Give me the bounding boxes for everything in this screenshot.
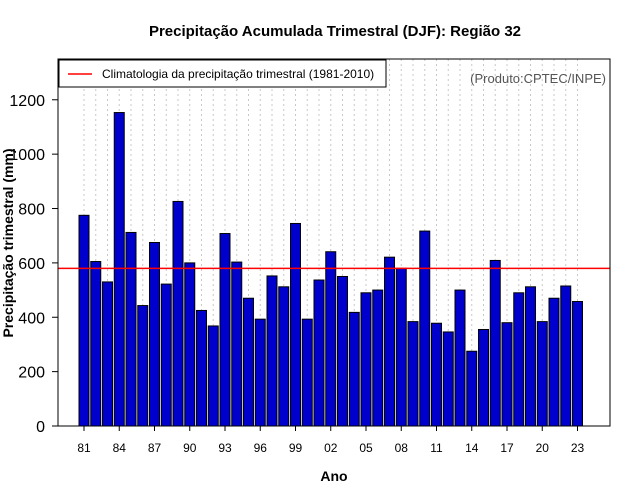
bar-2006	[372, 289, 384, 427]
bar-1984	[113, 112, 125, 427]
bar-2011	[431, 322, 442, 427]
x-axis: 81 84 87 90 93 96 99 02 05 08 11 14 17 20 23	[77, 426, 584, 455]
bar-2017	[501, 322, 513, 427]
bar-2016	[489, 259, 501, 427]
bar-2003	[337, 275, 348, 427]
bar-1993	[219, 233, 231, 427]
x-tick-label: 99	[289, 441, 303, 455]
y-tick-label: 800	[18, 202, 45, 219]
legend-box	[58, 59, 387, 88]
bar-1998	[278, 286, 290, 427]
y-axis: 0 200 400 600 800 1000 1200	[9, 93, 58, 436]
y-axis-title: Precipitação trimestral (mm)	[0, 148, 16, 337]
bar-1983	[102, 281, 113, 427]
bars	[78, 112, 583, 427]
y-tick-label: 200	[18, 365, 45, 382]
x-axis-title: Ano	[320, 468, 347, 484]
bar-1990	[184, 262, 196, 427]
bar-1985	[125, 231, 137, 427]
x-tick-label: 23	[571, 441, 585, 455]
bar-2013	[454, 289, 466, 427]
bar-2008	[395, 267, 407, 427]
x-tick-label: 14	[465, 441, 479, 455]
y-tick-label: 0	[36, 419, 45, 436]
bar-2014	[466, 350, 478, 427]
x-tick-label: 08	[395, 441, 409, 455]
x-tick-label: 11	[430, 441, 443, 455]
x-tick-label: 93	[218, 441, 232, 455]
bar-2005	[360, 292, 372, 427]
bar-2004	[348, 311, 360, 427]
x-tick-label: 90	[183, 441, 197, 455]
bar-2019	[525, 286, 536, 427]
bar-1991	[196, 309, 207, 427]
bar-2012	[442, 331, 454, 427]
bar-2010	[419, 230, 431, 427]
bar-1992	[207, 325, 219, 427]
bar-2022	[560, 285, 572, 427]
x-tick-label: 05	[359, 441, 373, 455]
x-tick-label: 81	[77, 441, 91, 455]
bar-2020	[536, 321, 548, 427]
y-tick-label: 400	[18, 310, 45, 327]
bar-1997	[266, 275, 278, 427]
bar-2009	[407, 321, 419, 427]
bar-2018	[513, 292, 525, 427]
bar-1996	[254, 318, 266, 427]
bar-2021	[548, 297, 560, 427]
bar-2001	[313, 279, 325, 427]
x-tick-label: 87	[148, 441, 162, 455]
y-tick-label: 1200	[9, 93, 45, 110]
bar-1981	[78, 214, 90, 427]
bar-2000	[301, 318, 313, 427]
bar-1995	[243, 297, 254, 427]
x-tick-label: 84	[113, 441, 127, 455]
chart-title: Precipitação Acumulada Trimestral (DJF):…	[149, 23, 521, 40]
bar-1989	[172, 200, 184, 427]
bar-1986	[137, 305, 149, 427]
source-label: (Produto:CPTEC/INPE)	[470, 71, 606, 86]
bar-1999	[290, 222, 301, 427]
bar-1982	[90, 261, 102, 427]
legend-label: Climatologia da precipitação trimestral …	[102, 67, 374, 81]
bar-2007	[384, 256, 395, 427]
bar-1988	[160, 283, 172, 427]
bar-2015	[478, 328, 489, 427]
plot-frame	[57, 58, 611, 427]
x-tick-label: 20	[536, 441, 550, 455]
x-tick-label: 17	[500, 441, 514, 455]
y-tick-label: 600	[18, 256, 45, 273]
bar-1987	[149, 242, 160, 427]
y-tick-label: 1000	[9, 147, 45, 164]
bar-2002	[325, 251, 337, 427]
bar-2023	[572, 300, 583, 427]
bar-1994	[231, 261, 243, 427]
x-tick-label: 02	[324, 441, 338, 455]
x-tick-label: 96	[254, 441, 268, 455]
legend: Climatologia da precipitação trimestral …	[58, 59, 387, 88]
